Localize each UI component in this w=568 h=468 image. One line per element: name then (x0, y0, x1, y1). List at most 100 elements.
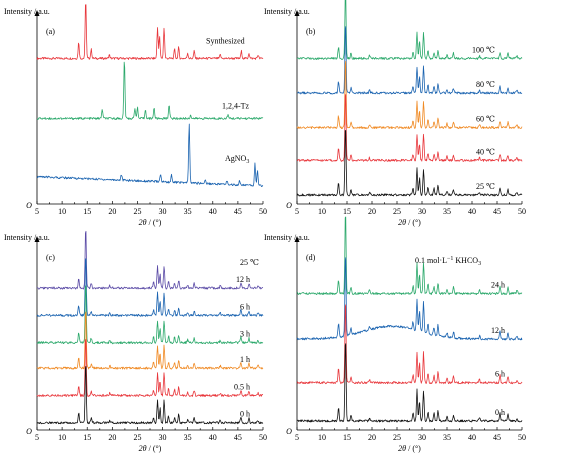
y-axis-arrow (294, 236, 300, 242)
y-axis-label: Intensity / a.u. (264, 233, 310, 242)
y-axis-arrow (34, 10, 40, 16)
trace-12-h (296, 257, 523, 341)
x-tick-label: 25 (393, 207, 401, 216)
trace-0-h (36, 365, 264, 425)
panel-letter: (b) (306, 27, 316, 36)
x-tick-label: 15 (343, 207, 351, 216)
series-label: 6 h (240, 302, 250, 311)
origin-label: O (26, 201, 32, 210)
trace-0-h (296, 343, 523, 423)
x-tick-label: 30 (159, 207, 167, 216)
series-label: 80 ℃ (476, 80, 495, 89)
x-tick-label: 25 (393, 433, 401, 442)
series-label: 40 ℃ (476, 147, 495, 156)
x-tick-label: 10 (318, 207, 326, 216)
x-tick-label: 40 (468, 433, 476, 442)
y-axis-arrow (34, 236, 40, 242)
series-label: Synthesized (206, 36, 245, 45)
condition-header: 25 ℃ (240, 258, 259, 267)
x-tick-label: 5 (295, 207, 299, 216)
trace-40 (296, 94, 523, 162)
series-label: AgNO3 (225, 154, 249, 165)
y-axis-arrow (294, 10, 300, 16)
x-axis-label: 2θ / (°) (139, 218, 162, 227)
trace-25 (296, 130, 523, 197)
trace-100 (296, 0, 523, 60)
series-label: 100 ℃ (472, 45, 495, 54)
x-tick-label: 10 (58, 207, 66, 216)
x-tick-label: 10 (318, 433, 326, 442)
trace-6-h (36, 258, 264, 317)
x-tick-label: 20 (108, 207, 116, 216)
x-tick-label: 40 (209, 207, 217, 216)
series-label: 0 h (495, 408, 505, 417)
origin-label: O (286, 427, 292, 436)
origin-label: O (286, 201, 292, 210)
x-tick-label: 30 (418, 207, 426, 216)
x-tick-label: 25 (133, 207, 141, 216)
series-label: 12 h (236, 275, 250, 284)
series-label: 6 h (495, 370, 505, 379)
origin-label: O (26, 427, 32, 436)
x-axis-label: 2θ / (°) (398, 218, 421, 227)
series-label: 1,2,4-Tz (222, 101, 250, 110)
series-label: 0 h (240, 410, 250, 419)
series-label: 0.5 h (234, 382, 250, 391)
x-tick-label: 35 (443, 433, 451, 442)
x-tick-label: 50 (518, 433, 526, 442)
x-tick-label: 45 (493, 433, 501, 442)
x-tick-label: 50 (259, 207, 267, 216)
series-label: 25 ℃ (476, 182, 495, 191)
trace-60 (296, 60, 523, 130)
x-tick-label: 15 (83, 433, 91, 442)
x-tick-label: 30 (159, 433, 167, 442)
x-axis-label: 2θ / (°) (139, 444, 162, 453)
x-axis-label: 2θ / (°) (398, 444, 421, 453)
series-label: 1 h (240, 355, 250, 364)
trace-80 (296, 26, 523, 95)
panel-b: 5 10 15 20 25 30 35 40 45 50 O Intensity / a.u. 2θ /… (264, 0, 526, 227)
x-tick-label: 5 (295, 433, 299, 442)
x-tick-label: 35 (184, 207, 192, 216)
trace-synthesized (36, 4, 264, 60)
x-tick-label: 50 (518, 207, 526, 216)
trace-1-2-4-tz (36, 61, 264, 120)
x-tick-label: 15 (83, 207, 91, 216)
y-axis-label: Intensity / a.u. (264, 7, 310, 16)
x-tick-label: 20 (368, 207, 376, 216)
panel-c: 5 10 15 20 25 30 35 40 45 50 O Intensity / a.u. 2θ /… (4, 230, 267, 453)
trace-1-h (36, 311, 264, 370)
series-label: 24 h (491, 281, 505, 290)
panel-letter: (a) (46, 27, 55, 36)
panel-a: 5 10 15 20 25 30 35 40 45 50 O Intensity / a.u. 2θ /… (4, 4, 267, 227)
series-label: 12 h (491, 326, 505, 335)
x-tick-label: 5 (35, 207, 39, 216)
trace-agno3 (36, 123, 264, 188)
x-tick-label: 20 (368, 433, 376, 442)
x-tick-label: 45 (234, 207, 242, 216)
x-tick-label: 10 (58, 433, 66, 442)
x-tick-label: 40 (209, 433, 217, 442)
trace-3-h (36, 285, 264, 345)
x-tick-label: 45 (234, 433, 242, 442)
x-tick-label: 20 (108, 433, 116, 442)
x-tick-label: 45 (493, 207, 501, 216)
series-label: 60 ℃ (476, 115, 495, 124)
y-axis-label: Intensity / a.u. (4, 7, 50, 16)
trace-0-5-h (36, 338, 264, 397)
x-tick-label: 25 (133, 433, 141, 442)
x-tick-label: 40 (468, 207, 476, 216)
x-tick-label: 15 (343, 433, 351, 442)
panel-letter: (d) (306, 253, 316, 262)
y-axis-label: Intensity / a.u. (4, 233, 50, 242)
x-tick-label: 5 (35, 433, 39, 442)
x-tick-label: 30 (418, 433, 426, 442)
trace-6-h (296, 304, 523, 385)
panel-letter: (c) (46, 253, 55, 262)
condition-header: 0.1 mol·L−1 KHCO3 (415, 256, 481, 267)
x-tick-label: 50 (259, 433, 267, 442)
trace-12-h (36, 230, 264, 290)
series-label: 3 h (240, 330, 250, 339)
panel-d: 5 10 15 20 25 30 35 40 45 50 O Intensity / a.u. 2θ /… (264, 216, 526, 453)
